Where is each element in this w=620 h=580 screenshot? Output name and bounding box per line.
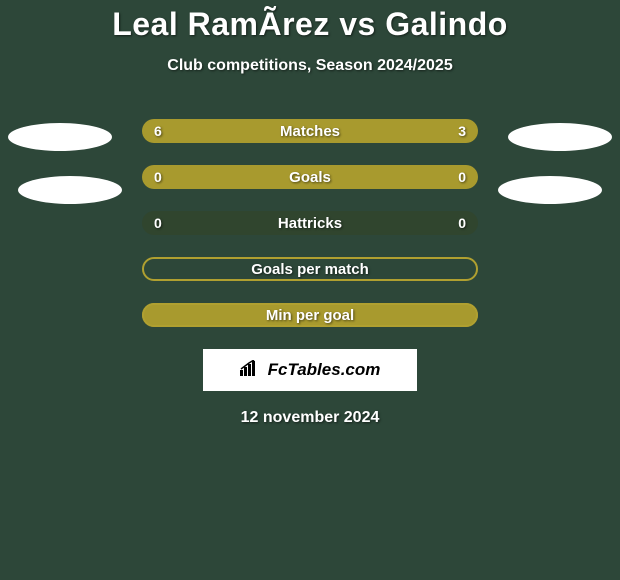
row-matches-left-value: 6 [154, 119, 162, 143]
page-title: Leal RamÃ­rez vs Galindo [0, 0, 620, 43]
stats-rows: 6 Matches 3 0 Goals 0 0 Hattricks 0 [0, 119, 620, 327]
row-mpg-label: Min per goal [266, 307, 354, 324]
row-hattricks-label: Hattricks [278, 215, 342, 232]
row-goals: 0 Goals 0 [142, 165, 478, 189]
row-hattricks: 0 Hattricks 0 [142, 211, 478, 235]
bar-chart-icon [240, 360, 262, 381]
row-goals-label: Goals [289, 169, 331, 186]
row-goals-left-value: 0 [154, 165, 162, 189]
page-subtitle: Club competitions, Season 2024/2025 [0, 57, 620, 75]
row-matches-right-value: 3 [458, 119, 466, 143]
row-hattricks-left-value: 0 [154, 211, 162, 235]
row-mpg: Min per goal [142, 303, 478, 327]
row-goals-right-value: 0 [458, 165, 466, 189]
row-gpm: Goals per match [142, 257, 478, 281]
row-hattricks-right-value: 0 [458, 211, 466, 235]
row-matches-label: Matches [280, 123, 340, 140]
row-gpm-label: Goals per match [251, 261, 369, 278]
source-badge-text: FcTables.com [268, 360, 381, 380]
date-text: 12 november 2024 [0, 409, 620, 427]
source-badge: FcTables.com [203, 349, 417, 391]
row-matches: 6 Matches 3 [142, 119, 478, 143]
comparison-card: Leal RamÃ­rez vs Galindo Club competitio… [0, 0, 620, 580]
